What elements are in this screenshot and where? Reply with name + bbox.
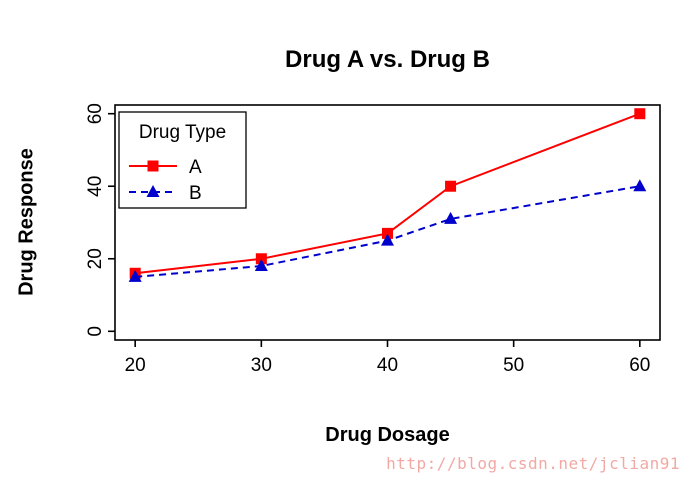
y-tick-label: 60 — [85, 103, 106, 124]
series-A-marker — [255, 253, 267, 265]
series-A-marker — [382, 227, 393, 239]
x-axis-label: Drug Dosage — [325, 424, 450, 446]
legend-marker-B — [146, 185, 160, 197]
legend-title: Drug Type — [139, 122, 226, 143]
legend-entry-label: A — [189, 157, 202, 178]
series-A-marker — [445, 180, 457, 192]
y-tick-label: 0 — [85, 326, 106, 337]
series-B-marker — [381, 233, 394, 246]
series-B-marker — [444, 211, 458, 224]
legend-entry-label: B — [189, 183, 202, 204]
x-tick-label: 30 — [251, 355, 272, 376]
x-tick-label: 50 — [503, 355, 524, 376]
x-tick-label: 40 — [377, 355, 398, 376]
watermark-text: http://blog.csdn.net/jclian91 — [386, 454, 680, 473]
series-B-marker — [128, 269, 142, 282]
series-B-marker — [633, 179, 647, 192]
legend-box — [118, 111, 247, 209]
series-A-marker — [634, 108, 646, 120]
x-tick-label: 60 — [629, 355, 650, 376]
y-tick-label: 40 — [85, 176, 106, 197]
series-B-marker — [254, 259, 268, 272]
x-tick-label: 20 — [125, 355, 146, 376]
chart-title: Drug A vs. Drug B — [285, 46, 490, 73]
y-tick-label: 20 — [85, 248, 106, 269]
legend-marker-A — [147, 160, 159, 172]
